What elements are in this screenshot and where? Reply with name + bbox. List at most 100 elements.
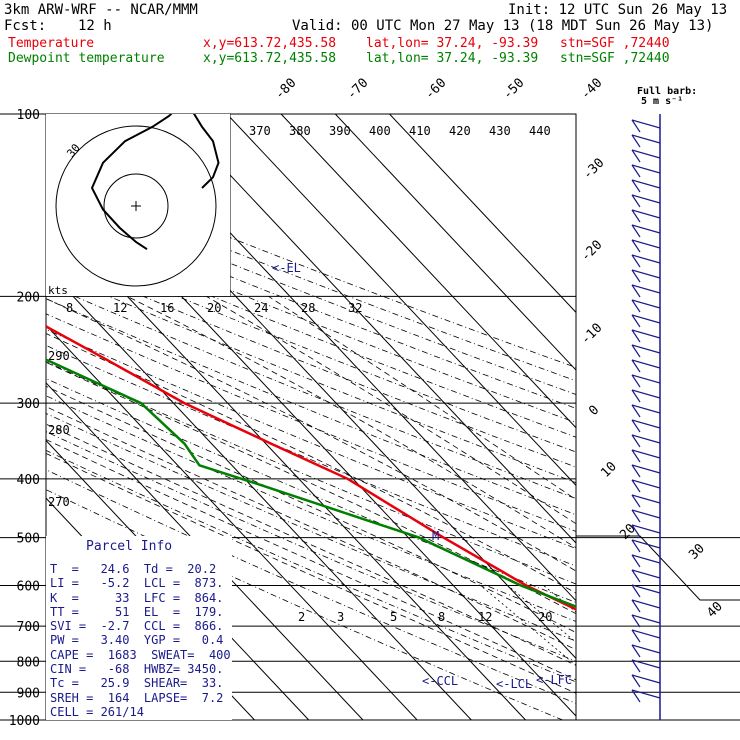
- isotherm-line: [226, 114, 576, 487]
- theta-label-top: 410: [409, 124, 431, 138]
- isotherm-line: [280, 114, 576, 429]
- wind-barb: [631, 374, 661, 384]
- parcel-info-row: CELL = 261/14: [50, 704, 144, 719]
- pressure-tick-label: 400: [17, 473, 40, 488]
- wind-barb-feather: [631, 329, 641, 343]
- wind-barb: [631, 149, 661, 159]
- parcel-info-row: CAPE = 1683 SWEAT= 400: [50, 647, 231, 662]
- pressure-tick-label: 900: [17, 686, 40, 701]
- wind-barb: [631, 254, 661, 264]
- annotation-el: <-EL: [272, 261, 301, 275]
- hodograph-speed-label: 24: [254, 301, 268, 315]
- wind-barb: [631, 179, 661, 189]
- wind-barb-feather: [631, 524, 641, 538]
- hodograph-speed-label: 20: [207, 301, 221, 315]
- theta-label-left: 280: [48, 423, 70, 437]
- isotherm-label: -30: [580, 156, 607, 183]
- wind-barb-feather: [631, 479, 641, 493]
- mixing-ratio-label: 12: [478, 610, 492, 624]
- pressure-tick-label: 800: [17, 655, 40, 670]
- mixing-ratio-label: 3: [337, 610, 344, 624]
- dry-adiabat: [46, 431, 576, 662]
- theta-label-left: 290: [48, 349, 70, 363]
- wind-barb-feather: [631, 209, 641, 223]
- isotherm-label: 0: [586, 403, 602, 419]
- pressure-tick-label: 300: [17, 397, 40, 412]
- wind-barb-feather: [631, 419, 641, 433]
- parcel-info-row: K = 33 LFC = 864.: [50, 590, 224, 605]
- wind-barb-feather: [631, 164, 641, 178]
- theta-label-top: 420: [449, 124, 471, 138]
- wind-barb: [631, 539, 661, 549]
- wind-barb: [631, 599, 661, 609]
- wind-barb: [631, 584, 661, 594]
- lower-frame-extension: [576, 535, 740, 601]
- wind-barb: [631, 659, 661, 669]
- wind-scale-value: 5 m s⁻¹: [641, 96, 683, 107]
- wind-barb: [631, 449, 661, 459]
- wind-barb: [631, 299, 661, 309]
- mixing-ratio-label: 20: [538, 610, 552, 624]
- dewpoint-line: [46, 358, 576, 608]
- wind-barb-feather: [631, 629, 641, 643]
- isotherm-line: [334, 114, 576, 371]
- parcel-info-row: CIN = -68 HWBZ= 3450.: [50, 662, 224, 677]
- wind-barb: [631, 389, 661, 399]
- hodograph-background: [46, 114, 230, 296]
- parcel-info-row: TT = 51 EL = 179.: [50, 604, 224, 619]
- isotherm-label: -10: [578, 321, 605, 348]
- moist-adiabat: [268, 296, 576, 501]
- moist-adiabat: [46, 298, 576, 572]
- dry-adiabat: [46, 175, 576, 382]
- moist-adiabat: [206, 296, 576, 525]
- wind-barb-feather: [631, 404, 641, 418]
- wind-barb: [631, 224, 661, 234]
- isotherm-line: [172, 114, 576, 544]
- pressure-tick-label: 200: [17, 290, 40, 305]
- isotherm-line: [389, 114, 576, 314]
- wind-barb: [631, 614, 661, 624]
- isotherm-line: [46, 382, 364, 720]
- parcel-info-row: SVI = -2.7 CCL = 866.: [50, 619, 224, 634]
- hodograph-speed-label: 16: [160, 301, 174, 315]
- wind-barb-feather: [631, 464, 641, 478]
- isotherm-label: -60: [422, 76, 449, 103]
- hodograph-unit: kts: [48, 284, 68, 297]
- annotation-lcl: <-LCL: [496, 677, 532, 691]
- wind-barb-feather: [631, 299, 641, 313]
- hodograph-speed-label: 8: [66, 301, 73, 315]
- wind-barb-feather: [631, 119, 641, 133]
- pressure-tick-label: 700: [17, 620, 40, 635]
- wind-barb-feather: [631, 569, 641, 583]
- wind-barb: [631, 434, 661, 444]
- wind-barb-feather: [631, 374, 641, 388]
- wind-barb: [631, 464, 661, 474]
- wind-barb: [631, 419, 661, 429]
- mixing-ratio-line: [507, 585, 576, 643]
- parcel-info-title: Parcel Info: [86, 539, 173, 554]
- wind-barb: [631, 629, 661, 639]
- isotherm-label: -40: [578, 76, 605, 103]
- dry-adiabat: [46, 413, 576, 642]
- hodograph-ring: [55, 125, 217, 287]
- theta-label-top: 390: [329, 124, 351, 138]
- dewpoint-legend: Dewpoint temperature: [8, 51, 165, 66]
- wind-barb: [631, 194, 661, 204]
- wind-barb-feather: [631, 539, 641, 553]
- dry-adiabat: [46, 213, 576, 424]
- theta-label-top: 380: [289, 124, 311, 138]
- valid-time: Valid: 00 UTC Mon 27 May 13 (18 MDT Sun …: [292, 18, 714, 34]
- wind-barb: [631, 119, 661, 129]
- parcel-info-row: Tc = 25.9 SHEAR= 33.: [50, 676, 224, 691]
- dry-adiabat: [46, 254, 576, 468]
- parcel-info-row: SREH = 164 LAPSE= 7.2: [50, 690, 224, 705]
- mixing-ratio-label: 2: [298, 610, 305, 624]
- wind-scale-label: Full barb:: [637, 86, 697, 97]
- dry-adiabat: [46, 313, 576, 532]
- forecast-label: Fcst:: [4, 18, 47, 34]
- pressure-tick-label: 500: [17, 532, 40, 547]
- wind-barb-feather: [631, 359, 641, 373]
- wind-barb: [631, 479, 661, 489]
- hodograph-trace: [90, 114, 220, 251]
- dry-adiabat: [46, 227, 576, 438]
